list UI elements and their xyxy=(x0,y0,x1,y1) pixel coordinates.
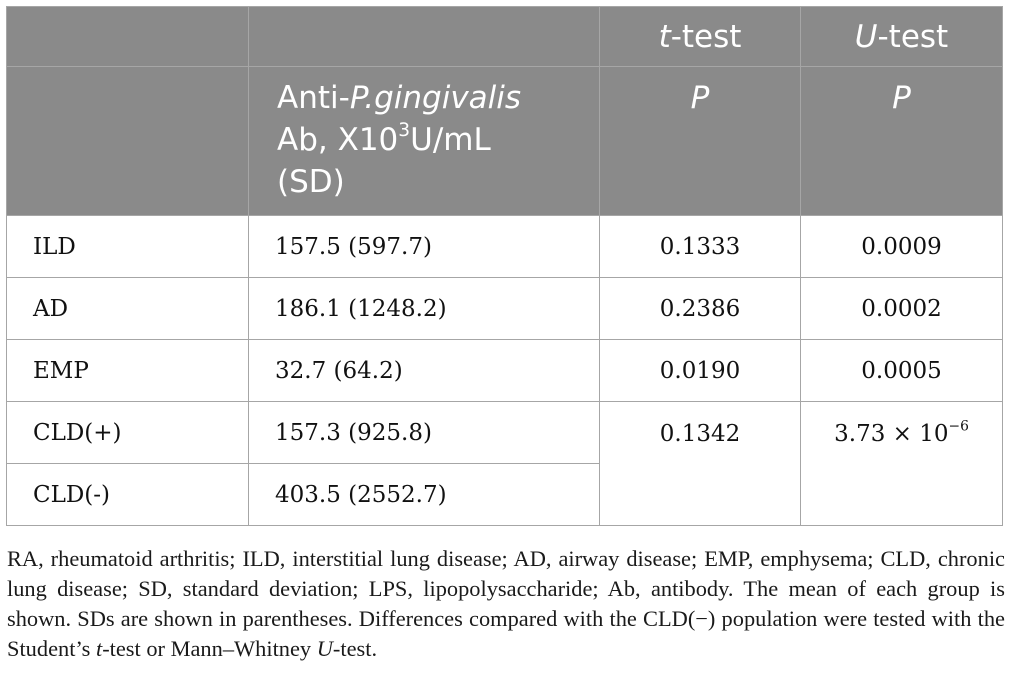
header-empty-3 xyxy=(6,66,249,216)
footnote-u-italic: U xyxy=(316,636,333,661)
group-cell: EMP xyxy=(6,339,249,402)
ttest-p-cell: 0.0190 xyxy=(599,339,801,402)
results-table: t-test U-test Anti-P.gingivalis Ab, X103… xyxy=(6,6,1003,526)
header-p-utest: P xyxy=(800,66,1003,216)
header-p-ttest: P xyxy=(599,66,801,216)
header-utest: U-test xyxy=(800,6,1003,67)
group-cell: ILD xyxy=(6,215,249,278)
table-row: ILD 157.5 (597.7) 0.1333 0.0009 xyxy=(6,215,1003,278)
footnote-line-1: RA, rheumatoid arthritis; ILD, interstit… xyxy=(7,546,874,571)
value-cell: 157.5 (597.7) xyxy=(248,215,600,278)
table-footnote: RA, rheumatoid arthritis; ILD, interstit… xyxy=(7,544,1005,664)
value-cell: 32.7 (64.2) xyxy=(248,339,600,402)
table-row: CLD(-) 403.5 (2552.7) xyxy=(6,463,1003,526)
utest-p-cell: 0.0009 xyxy=(800,215,1003,278)
utest-p-cell-merged: 3.73 × 10−6 xyxy=(800,401,1003,526)
ttest-p-cell-merged: 0.1342 xyxy=(599,401,801,526)
footnote-line-4c: -test. xyxy=(332,636,378,661)
table-row: EMP 32.7 (64.2) 0.0190 0.0005 xyxy=(6,339,1003,402)
group-cell: AD xyxy=(6,277,249,340)
value-cell: 186.1 (1248.2) xyxy=(248,277,600,340)
table-row: CLD(+) 157.3 (925.8) 0.1342 3.73 × 10−6 xyxy=(6,401,1003,526)
header-empty-2 xyxy=(248,6,600,67)
group-cell: CLD(+) xyxy=(6,401,249,464)
header-row-sub: Anti-P.gingivalis Ab, X103U/mL (SD) P P xyxy=(6,66,1003,216)
table-row: AD 186.1 (1248.2) 0.2386 0.0002 xyxy=(6,277,1003,340)
header-row-top: t-test U-test xyxy=(6,6,1003,67)
footnote-line-2: CLD, chronic lung disease; SD, standard … xyxy=(7,546,1005,601)
footnote-line-3: The mean of each group is shown. SDs are… xyxy=(7,576,1005,631)
header-antibody-label: Anti-P.gingivalis Ab, X103U/mL (SD) xyxy=(248,66,600,216)
header-ttest: t-test xyxy=(599,6,801,67)
footnote-line-4a: the CLD(−) population were tested with t… xyxy=(7,606,1005,661)
ttest-p-cell: 0.2386 xyxy=(599,277,801,340)
group-cell: CLD(-) xyxy=(6,463,249,526)
value-cell: 157.3 (925.8) xyxy=(248,401,600,464)
ttest-p-cell: 0.1333 xyxy=(599,215,801,278)
footnote-line-4b: -test or Mann–Whitney xyxy=(102,636,317,661)
footnote-t-italic: t xyxy=(95,636,103,661)
utest-p-cell: 0.0002 xyxy=(800,277,1003,340)
value-cell: 403.5 (2552.7) xyxy=(248,463,600,526)
header-empty-1 xyxy=(6,6,249,67)
utest-p-cell: 0.0005 xyxy=(800,339,1003,402)
